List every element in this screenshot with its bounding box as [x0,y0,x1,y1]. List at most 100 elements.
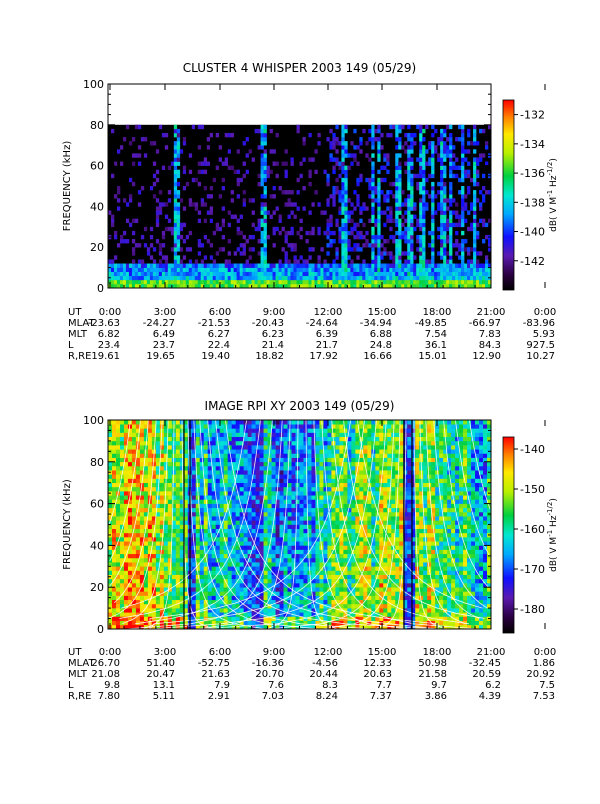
spectrogram-cell [200,508,204,512]
spectrogram-cell [320,264,323,268]
spectrogram-cell [461,153,464,157]
spectrogram-cell [428,141,431,145]
spectrogram-cell [210,186,213,190]
spectrogram-cell [395,255,398,259]
spectrogram-cell [208,437,212,441]
spectrogram-cell [126,276,129,280]
spectrogram-cell [458,268,461,272]
spectrogram-cell [243,141,246,145]
spectrogram-cell [189,247,192,251]
spectrogram-cell [200,512,204,516]
spectrogram-cell [272,499,276,503]
ephemeris-value: 927.5 [526,340,555,351]
spectrogram-cell [362,276,365,280]
spectrogram-cell [419,264,422,268]
spectrogram-cell [431,149,434,153]
spectrogram-cell [449,247,452,251]
spectrogram-cell [332,259,335,263]
spectrogram-cell [300,428,304,432]
spectrogram-cell [140,458,144,462]
spectrogram-cell [335,219,338,223]
spectrogram-cell [264,133,267,137]
spectrogram-cell [216,223,219,227]
spectrogram-cell [335,186,338,190]
spectrogram-cell [296,541,300,545]
spectrogram-cell [240,420,244,424]
spectrogram-cell [386,162,389,166]
spectrogram-cell [416,235,419,239]
spectrogram-cell [213,272,216,276]
spectrogram-cell [288,562,292,566]
spectrogram-cell [195,178,198,182]
spectrogram-cell [198,239,201,243]
spectrogram-cell [365,231,368,235]
spectrogram-cell [152,491,156,495]
spectrogram-cell [440,141,443,145]
spectrogram-cell [335,280,338,284]
spectrogram-cell [365,141,368,145]
spectrogram-cell [434,149,437,153]
spectrogram-cell [307,420,311,424]
spectrogram-cell [461,251,464,255]
spectrogram-cell [164,466,168,470]
spectrogram-cell [177,247,180,251]
spectrogram-cell [437,190,440,194]
spectrogram-cell [473,243,476,247]
spectrogram-cell [172,495,176,499]
spectrogram-cell [212,562,216,566]
spectrogram-cell [344,259,347,263]
colorbar-label-part: ) [549,158,559,162]
spectrogram-cell [117,264,120,268]
spectrogram-cell [224,445,228,449]
spectrogram-cell [416,125,419,129]
spectrogram-cell [311,466,315,470]
spectrogram-cell [267,268,270,272]
spectrogram-cell [386,170,389,174]
spectrogram-cell [160,604,164,608]
ephemeris-value: 21.4 [262,340,284,351]
spectrogram-cell [377,280,380,284]
spectrogram-cell [398,174,401,178]
spectrogram-cell [311,268,314,272]
spectrogram-cell [176,550,180,554]
spectrogram-cell [237,170,240,174]
spectrogram-cell [473,272,476,276]
spectrogram-cell [315,529,319,533]
spectrogram-cell [189,280,192,284]
spectrogram-cell [204,612,208,616]
spectrogram-cell [232,437,236,441]
spectrogram-cell [449,235,452,239]
spectrogram-cell [156,149,159,153]
spectrogram-cell [392,268,395,272]
spectrogram-cell [165,215,168,219]
spectrogram-cell [389,182,392,186]
spectrogram-cell [264,424,268,428]
spectrogram-cell [128,512,132,516]
spectrogram-cell [428,280,431,284]
spectrogram-cell [386,276,389,280]
spectrogram-cell [307,504,311,508]
spectrogram-cell [276,512,280,516]
spectrogram-cell [422,231,425,235]
spectrogram-cell [359,206,362,210]
spectrogram-cell [437,182,440,186]
spectrogram-cell [389,206,392,210]
spectrogram-cell [256,512,260,516]
spectrogram-cell [156,198,159,202]
spectrogram-cell [359,178,362,182]
spectrogram-cell [252,235,255,239]
spectrogram-cell [108,504,112,508]
spectrogram-cell [386,215,389,219]
spectrogram-cell [326,223,329,227]
spectrogram-cell [356,272,359,276]
spectrogram-cell [280,587,284,591]
spectrogram-cell [248,545,252,549]
spectrogram-cell [128,479,132,483]
spectrogram-cell [467,190,470,194]
spectrogram-cell [428,272,431,276]
spectrogram-cell [467,141,470,145]
spectrogram-cell [172,462,176,466]
spectrogram-cell [216,487,220,491]
spectrogram-cell [404,235,407,239]
spectrogram-cell [377,247,380,251]
